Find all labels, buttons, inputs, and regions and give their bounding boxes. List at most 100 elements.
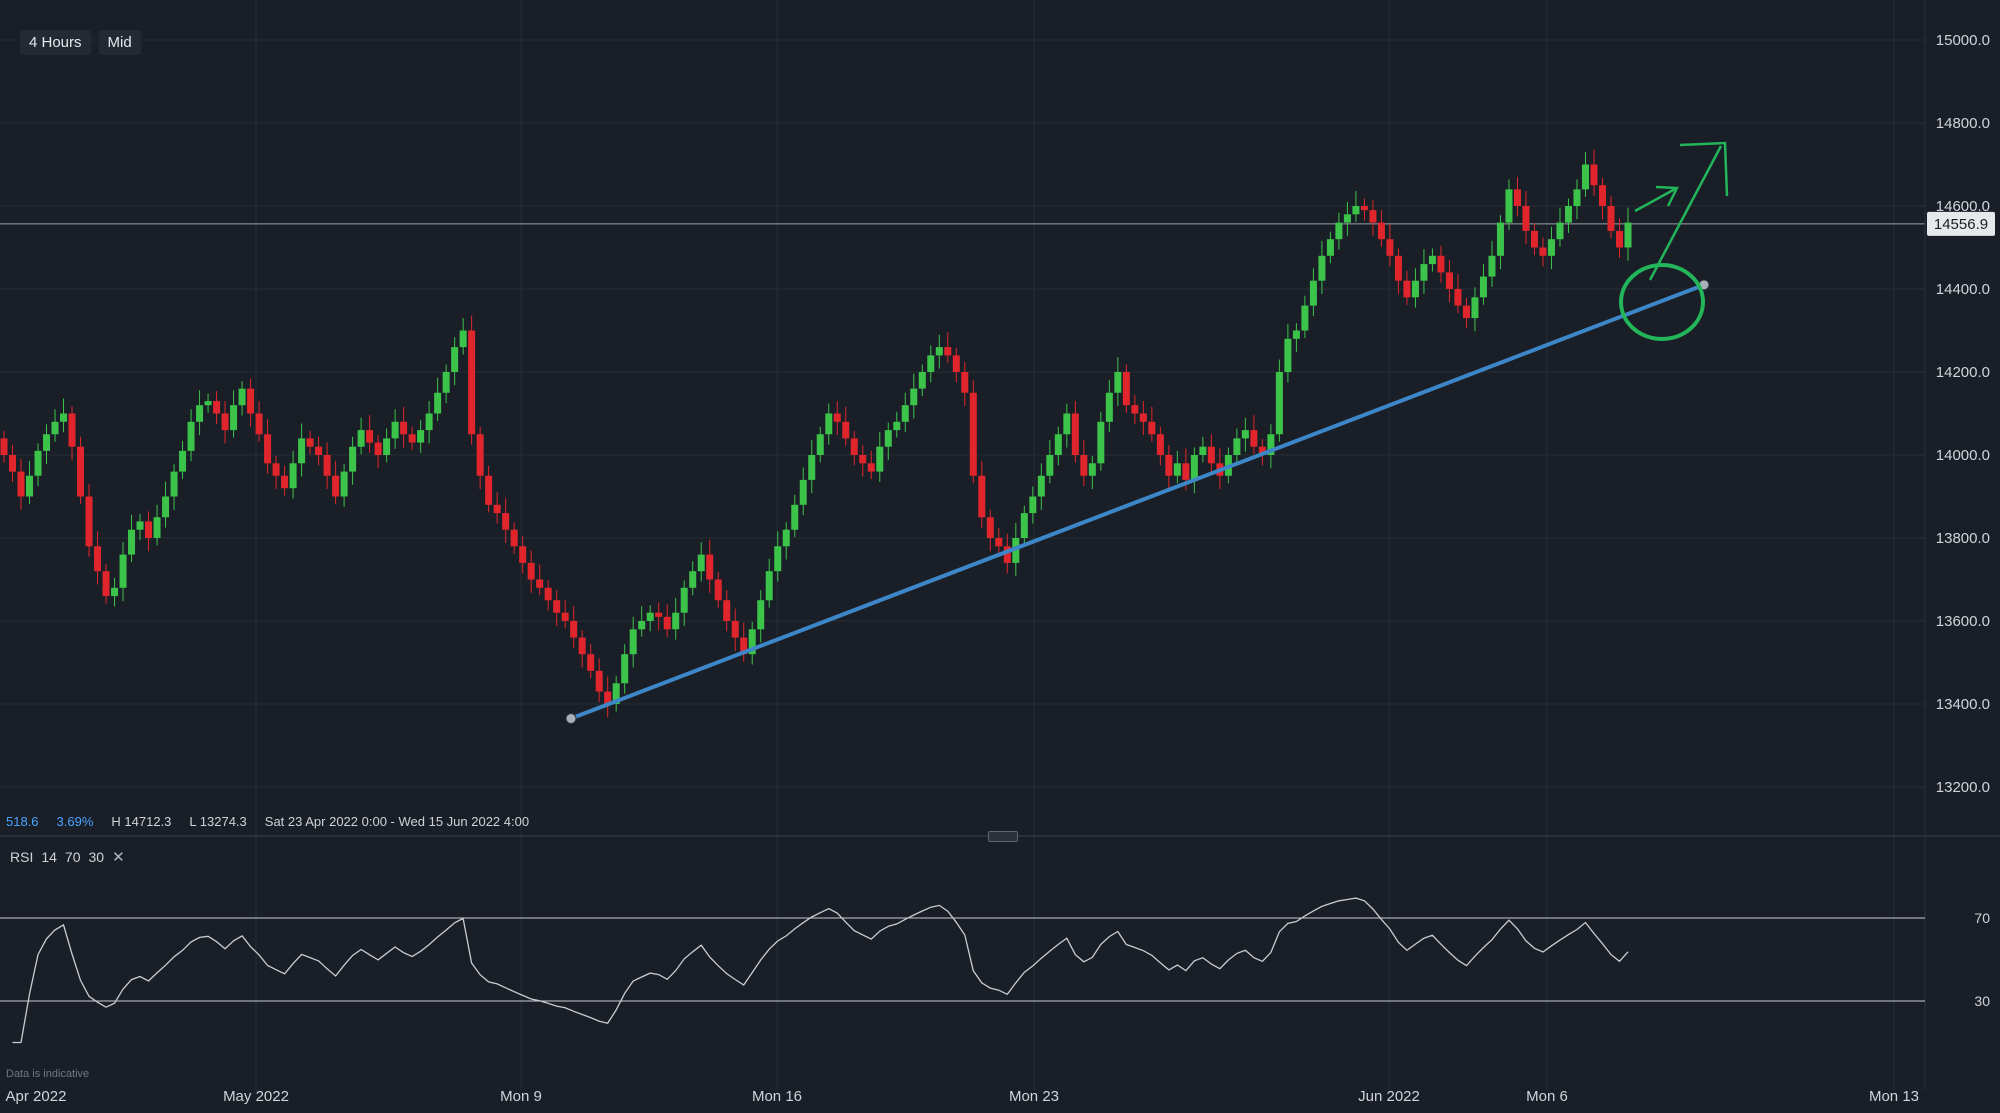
candle-body (136, 521, 144, 530)
candle-body (1122, 372, 1130, 406)
close-icon[interactable]: ✕ (112, 849, 125, 866)
timeframe-button[interactable]: 4 Hours (20, 30, 91, 55)
y-tick-label: 14600.0 (1936, 198, 1990, 215)
candle-body (536, 579, 544, 588)
candle-body (357, 430, 365, 447)
disclaimer: Data is indicative (6, 1068, 90, 1080)
date-range: Sat 23 Apr 2022 0:00 - Wed 15 Jun 2022 4… (264, 814, 530, 829)
candle-body (68, 413, 76, 447)
candle-body (1564, 206, 1572, 223)
candle-body (434, 392, 442, 414)
candle-body (961, 372, 969, 393)
panel-resize-handle[interactable] (988, 831, 1018, 842)
price-axis: 15000.0 14800.0 14600.0 14400.0 14200.0 14000… (1924, 0, 1995, 1090)
candle-body (1241, 430, 1249, 439)
trendline-handle-start (565, 713, 577, 725)
candle-body (1547, 239, 1555, 256)
candle-body (1148, 421, 1156, 435)
candle-body (1556, 222, 1564, 240)
candle-body (1539, 247, 1547, 256)
candle-body (349, 446, 357, 472)
candle-body (612, 683, 620, 704)
candle-body (1267, 434, 1275, 455)
timeframe-toolbar: 4 Hours Mid (20, 30, 141, 55)
candle-body (1029, 496, 1037, 514)
price-type-button[interactable]: Mid (98, 30, 141, 55)
candle-body (272, 463, 280, 476)
candle-body (1046, 455, 1054, 476)
candle-body (1428, 255, 1436, 265)
candle-body (170, 471, 178, 497)
candle-body (714, 579, 722, 601)
candle-body (1326, 239, 1334, 256)
candle-body (281, 475, 289, 489)
x-tick-label: Apr 2022 (6, 1088, 67, 1105)
candle-body (145, 521, 153, 538)
candle-body (1318, 255, 1326, 281)
candle-body (102, 571, 110, 597)
candle-body (1250, 430, 1258, 447)
candle-body (1479, 276, 1487, 298)
x-tick-label: Mon 13 (1869, 1088, 1919, 1105)
candle-body (1581, 164, 1589, 190)
y-tick-label: 14400.0 (1936, 281, 1990, 298)
candle-body (850, 438, 858, 455)
candle-body (1530, 230, 1538, 248)
candle-body (1624, 222, 1632, 248)
candle-body (1233, 438, 1241, 455)
candle-body (833, 413, 841, 422)
candle-body (1301, 305, 1309, 331)
candle-body (1377, 222, 1385, 240)
change-value: 518.6 (6, 814, 39, 829)
y-tick-label: 14200.0 (1936, 364, 1990, 381)
candle-body (1207, 446, 1215, 464)
x-tick-label: Jun 2022 (1358, 1088, 1420, 1105)
candle-body (1403, 280, 1411, 298)
candle-body (213, 401, 221, 414)
candle-body (289, 463, 297, 489)
candle-body (748, 629, 756, 655)
candle-body (1598, 185, 1606, 206)
candle-body (1360, 206, 1368, 211)
annotation-layer (1619, 141, 1729, 341)
candle-body (1284, 338, 1292, 372)
stats-bar: 518.6 3.69% H 14712.3 L 13274.3 Sat 23 A… (6, 814, 529, 829)
candle-body (417, 430, 425, 443)
candle-body (1182, 463, 1190, 480)
candle-body (230, 405, 238, 431)
candle-body (1394, 255, 1402, 281)
time-axis: Apr 2022 May 2022 Mon 9 Mon 16 Mon 23 Jun 202… (6, 1088, 1919, 1105)
candle-body (1275, 372, 1283, 435)
candle-body (340, 471, 348, 497)
x-tick-label: Mon 23 (1009, 1088, 1059, 1105)
candle-body (51, 421, 59, 435)
candle-body (510, 529, 518, 547)
arrow-up-long (1648, 145, 1723, 281)
candle-body (306, 438, 314, 447)
candle-body (706, 554, 714, 580)
rsi-lower: 30 (88, 849, 105, 865)
candle-body (876, 446, 884, 472)
support-circle (1619, 263, 1705, 341)
trendline (570, 282, 1705, 721)
candle-body (196, 405, 204, 422)
candle-body (672, 612, 680, 630)
candle-body (689, 571, 697, 588)
candle-body (1454, 289, 1462, 306)
candle-body (995, 538, 1003, 547)
candle-body (204, 401, 212, 406)
candle-body (570, 621, 578, 638)
candle-body (587, 654, 595, 671)
candle-body (221, 413, 229, 431)
y-tick-label: 14800.0 (1936, 115, 1990, 132)
candle-body (595, 670, 603, 692)
candle-body (723, 600, 731, 621)
candle-body (1573, 189, 1581, 206)
high-value: H 14712.3 (111, 814, 172, 829)
candle-body (111, 587, 119, 597)
candle-body (1020, 513, 1028, 538)
candle-body (808, 455, 816, 480)
candle-body (1335, 222, 1343, 240)
current-price-label: 14556.9 (1934, 216, 1988, 233)
